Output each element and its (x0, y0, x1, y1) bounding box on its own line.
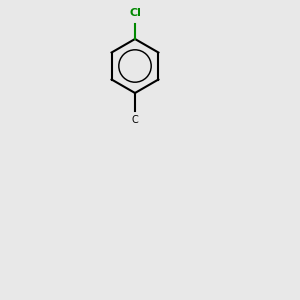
Text: Cl: Cl (129, 8, 141, 19)
Text: C: C (132, 115, 138, 125)
